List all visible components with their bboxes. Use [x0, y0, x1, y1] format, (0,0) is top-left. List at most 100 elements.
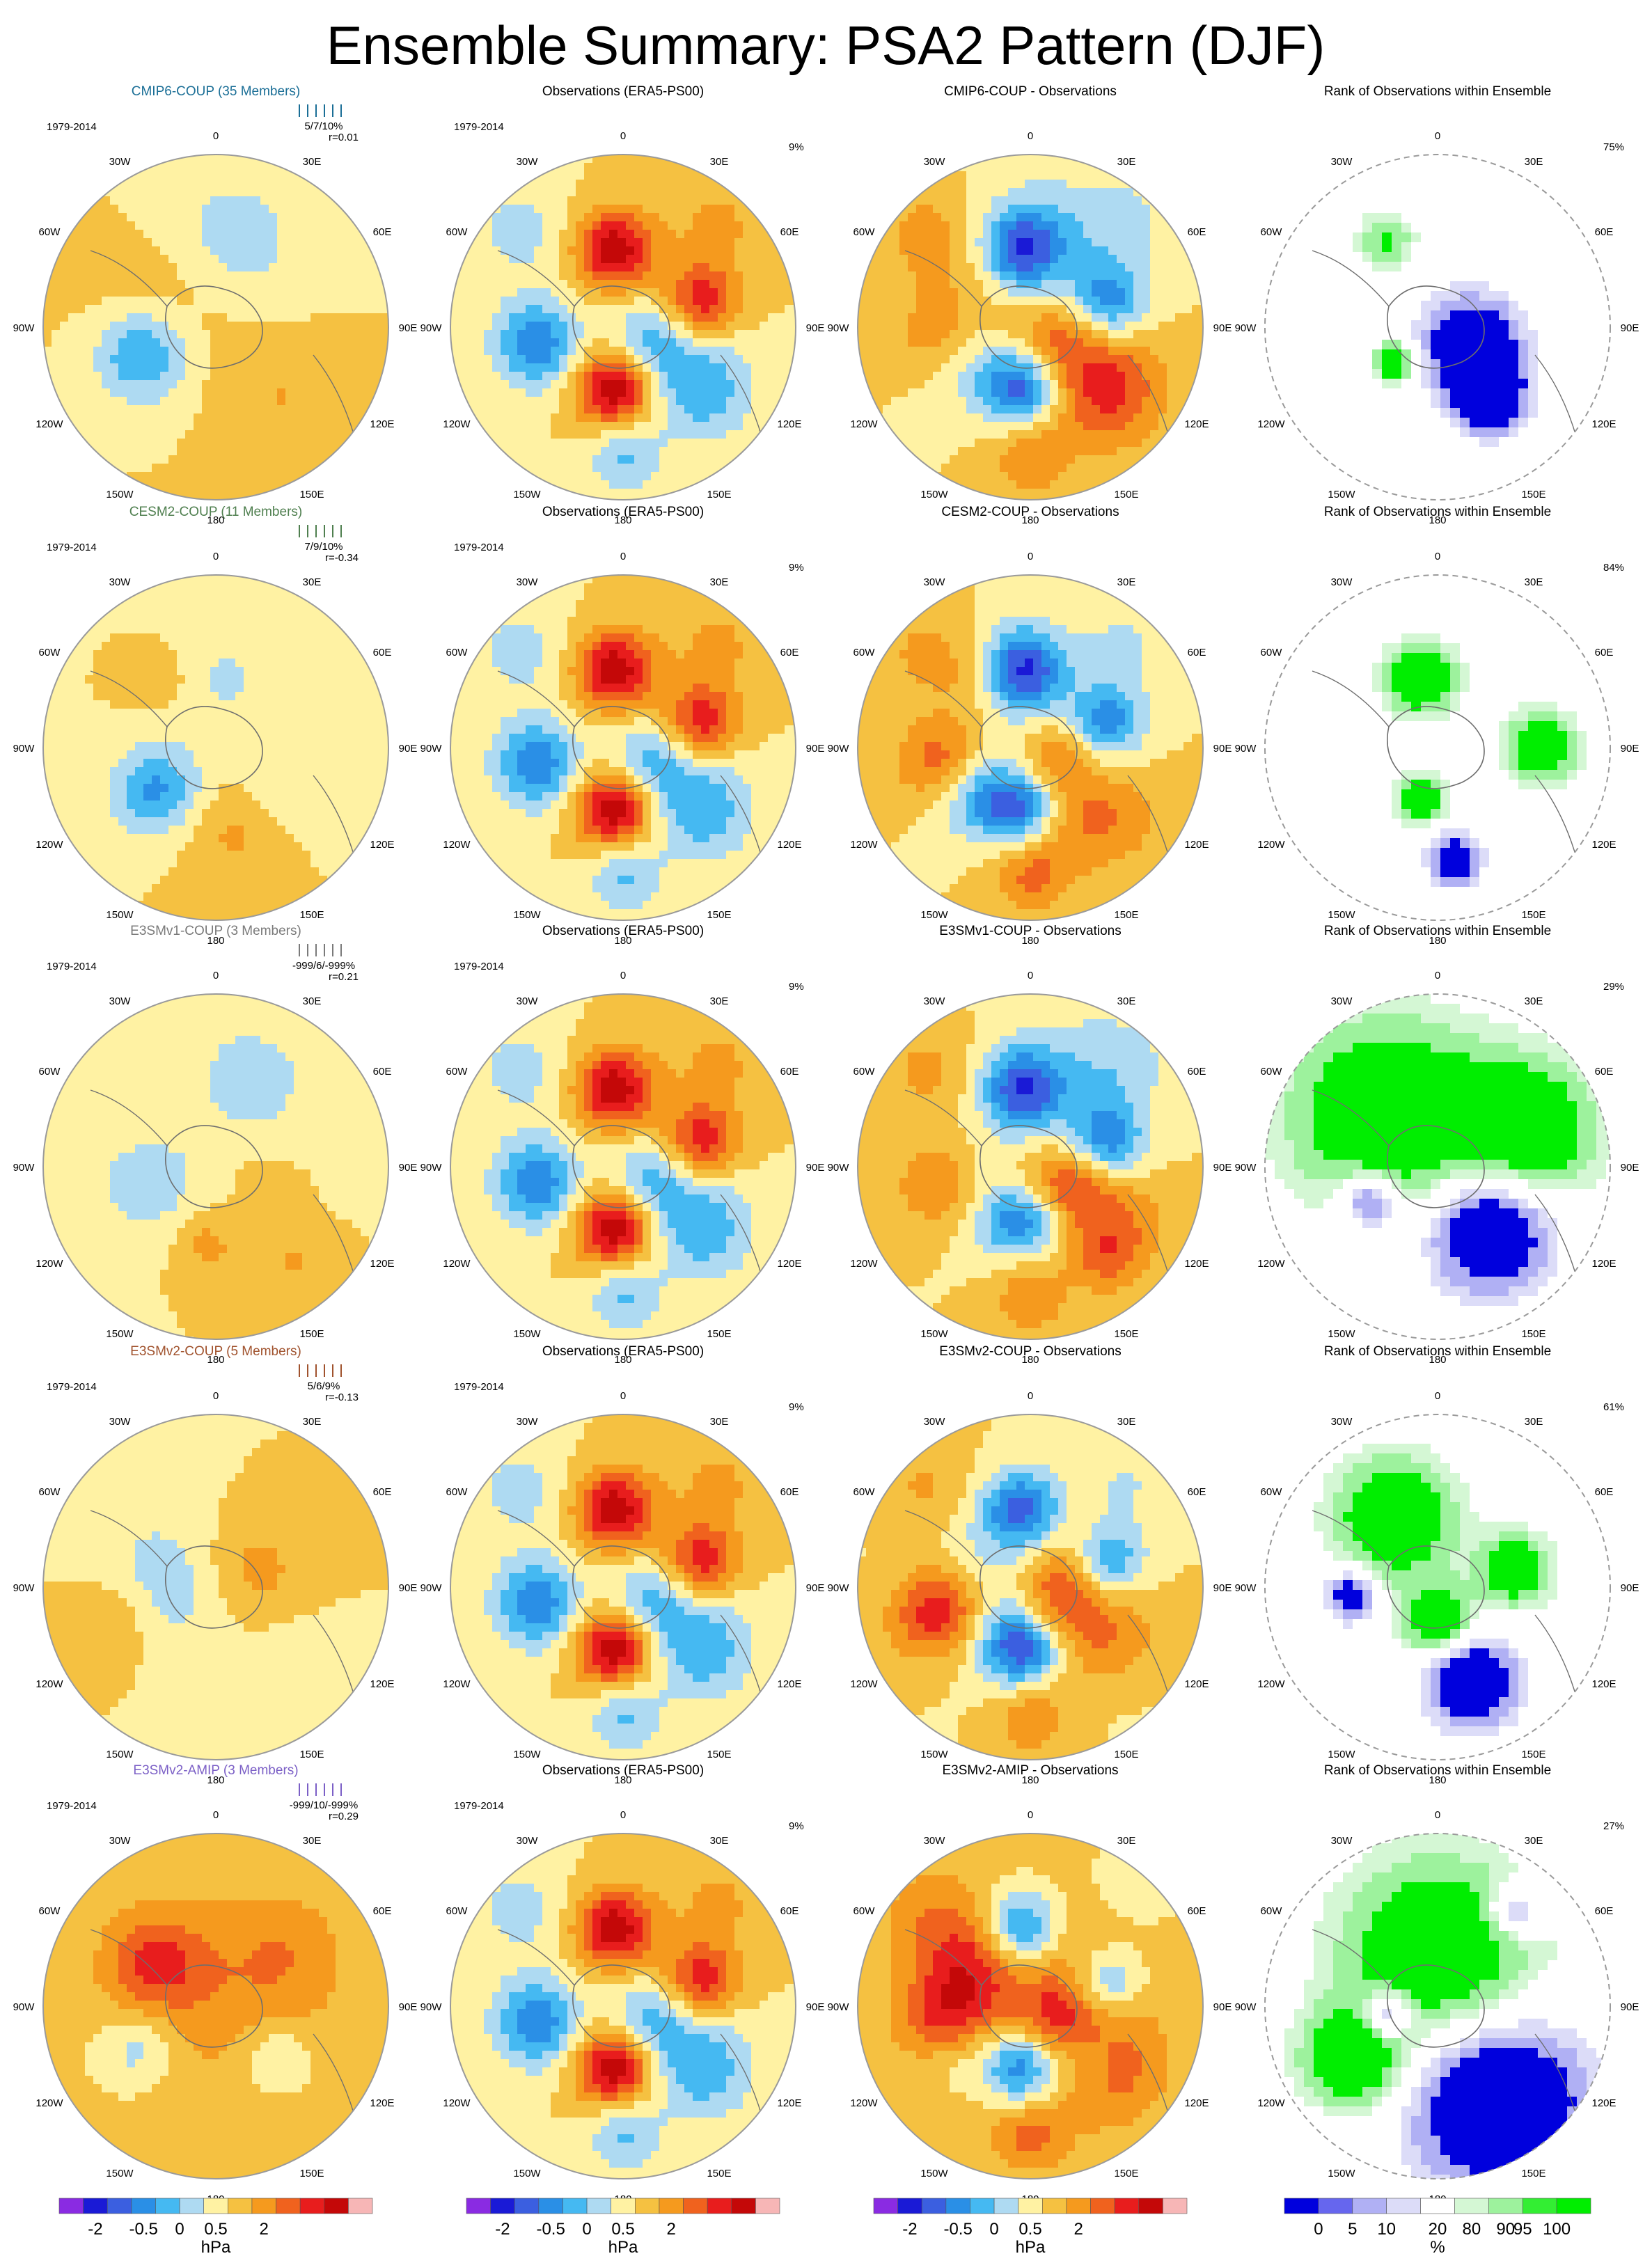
panel-diff-lon-label: 0 [1028, 1390, 1033, 1402]
panel-obs-row4: 0 30E 60E 90E 120E 150E 180 150W 120W 90W 60W 30W Ob… [420, 1344, 825, 1786]
colorbar-swatch [707, 2198, 732, 2214]
panel-rank-lon-label: 30W [1331, 1835, 1353, 1847]
panel-obs-row3: 0 30E 60E 90E 120E 150E 180 150W 120W 90W 60W 30W Ob… [420, 924, 825, 1366]
panel-model-lon-label: 150E [299, 489, 324, 500]
model-correlation: r=0.01 [329, 132, 359, 143]
panel-rank-lon-label: 60W [1261, 1905, 1283, 1917]
panel-diff-lon-label: 120W [850, 418, 878, 430]
panel-diff-lon-label: 0 [1028, 1809, 1033, 1821]
colorbar-tick-label: 0.5 [204, 2220, 227, 2239]
panel-rank-lon-label: 180 [1429, 514, 1446, 526]
panel-rank-lon-label: 90W [1235, 743, 1257, 755]
panel-diff-lon-label: 90W [828, 2001, 850, 2013]
panel-rank-lon-label: 60E [1595, 647, 1614, 659]
panel-model-lon-label: 120E [370, 418, 394, 430]
panel-diff-lon-label: 180 [1021, 935, 1039, 947]
panel-model-lon-label: 30E [303, 1416, 322, 1428]
panel-model-lon-label: 30E [303, 1835, 322, 1847]
panel-obs-lon-label: 120W [443, 1678, 471, 1690]
panel-title-diff: E3SMv2-AMIP - Observations [942, 1763, 1118, 1778]
panel-rank-lon-label: 60E [1595, 226, 1614, 238]
colorbar-tick-label: 80 [1463, 2220, 1481, 2239]
panel-model-lon-label: 120W [36, 839, 63, 851]
panel-diff-lon-label: 150E [1114, 909, 1138, 921]
colorbar-swatch [659, 2198, 684, 2214]
period-label: 1979-2014 [454, 1381, 504, 1393]
panel-rank-lon-label: 180 [1429, 1774, 1446, 1786]
colorbar-tick-label: 2 [260, 2220, 269, 2239]
panel-rank-lon-label: 120W [1257, 418, 1285, 430]
colorbar-swatch [921, 2198, 947, 2214]
panel-diff-lon-label: 0 [1028, 551, 1033, 562]
colorbar-swatch [83, 2198, 108, 2214]
colorbar-swatch [731, 2198, 756, 2214]
panel-obs-lon-label: 30E [710, 1835, 729, 1847]
panel-model-lon-label: 120W [36, 1678, 63, 1690]
panel-rank-lon-label: 120E [1591, 1258, 1616, 1270]
colorbar-swatch [107, 2198, 132, 2214]
colorbar-swatch [897, 2198, 922, 2214]
period-label: 1979-2014 [454, 121, 504, 133]
panel-obs-lon-label: 150E [707, 1749, 731, 1760]
panel-rank-lon-label: 90E [1621, 1582, 1639, 1594]
panel-model-lon-label: 60E [373, 226, 392, 238]
panel-obs-lon-label: 60E [780, 1486, 799, 1498]
panel-title-model: E3SMv2-AMIP (3 Members) [133, 1763, 298, 1778]
panel-title-diff: E3SMv2-COUP - Observations [939, 1344, 1122, 1359]
panel-diff-lon-label: 120E [1184, 418, 1209, 430]
colorbar-swatch [1090, 2198, 1115, 2214]
panel-obs-lon-label: 60E [780, 226, 799, 238]
panel-rank-lon-label: 30E [1525, 1416, 1543, 1428]
panel-model-lon-label: 180 [207, 1774, 224, 1786]
panel-model-lon-label: 120W [36, 418, 63, 430]
colorbar-swatch [970, 2198, 995, 2214]
panel-title-obs: Observations (ERA5-PS00) [542, 505, 704, 519]
panel-obs-lon-label: 60W [446, 1905, 469, 1917]
panel-model-lon-label: 150W [106, 489, 134, 500]
obs-percent: 9% [789, 141, 804, 153]
colorbar-swatch [228, 2198, 253, 2214]
panel-rank-lon-label: 30W [1331, 576, 1353, 588]
panel-rank-lon-label: 60E [1595, 1486, 1614, 1498]
panel-obs-lon-label: 30E [710, 995, 729, 1007]
panel-rank-lon-label: 60W [1261, 647, 1283, 659]
panel-obs-lon-label: 30E [710, 156, 729, 168]
panel-diff-lon-label: 90E [1213, 1582, 1232, 1594]
colorbar-swatch [299, 2198, 325, 2214]
panel-rank-lon-label: 150E [1521, 2168, 1545, 2179]
colorbar-tick-label: -0.5 [536, 2220, 565, 2239]
panel-diff-lon-label: 30E [1117, 1416, 1136, 1428]
period-label: 1979-2014 [454, 961, 504, 972]
colorbar-swatch [155, 2198, 180, 2214]
colorbar-model: -2 -0.5 0 0.5 2 hPa [58, 2198, 373, 2257]
panel-diff-lon-label: 180 [1021, 1354, 1039, 1366]
panel-model-lon-label: 150W [106, 909, 134, 921]
panel-model-lon-label: 120E [370, 839, 394, 851]
panel-model-lon-label: 30E [303, 576, 322, 588]
panel-obs-lon-label: 150E [707, 909, 731, 921]
model-correlation: r=0.21 [329, 971, 359, 983]
panel-rank-row1: 0 30E 60E 90E 120E 150E 180 150W 120W 90W 60W 30W Ra… [1235, 84, 1639, 526]
panel-diff-lon-label: 30W [924, 576, 946, 588]
panel-rank-lon-label: 30W [1331, 156, 1353, 168]
panel-diff-lon-label: 150E [1114, 489, 1138, 500]
panel-model-lon-label: 30W [109, 1835, 132, 1847]
panel-model-lon-label: 180 [207, 514, 224, 526]
panel-title-rank: Rank of Observations within Ensemble [1324, 924, 1551, 938]
panel-obs-lon-label: 90E [806, 2001, 825, 2013]
obs-percent: 9% [789, 981, 804, 993]
panel-rank-lon-label: 120W [1257, 1678, 1285, 1690]
panel-rank-lon-label: 150E [1521, 1749, 1545, 1760]
panel-title-obs: Observations (ERA5-PS00) [542, 924, 704, 938]
panel-rank-lon-label: 120W [1257, 1258, 1285, 1270]
panel-obs-lon-label: 120W [443, 2097, 471, 2109]
panel-rank-lon-label: 90E [1621, 2001, 1639, 2013]
panel-title-model: CMIP6-COUP (35 Members) [132, 84, 300, 99]
colorbar-swatch [514, 2198, 540, 2214]
panel-obs-lon-label: 150W [513, 1328, 541, 1340]
panel-rank-lon-label: 30W [1331, 995, 1353, 1007]
colorbar-swatch [993, 2198, 1018, 2214]
panel-diff-lon-label: 150W [920, 489, 948, 500]
panel-model-lon-label: 60W [39, 1486, 61, 1498]
